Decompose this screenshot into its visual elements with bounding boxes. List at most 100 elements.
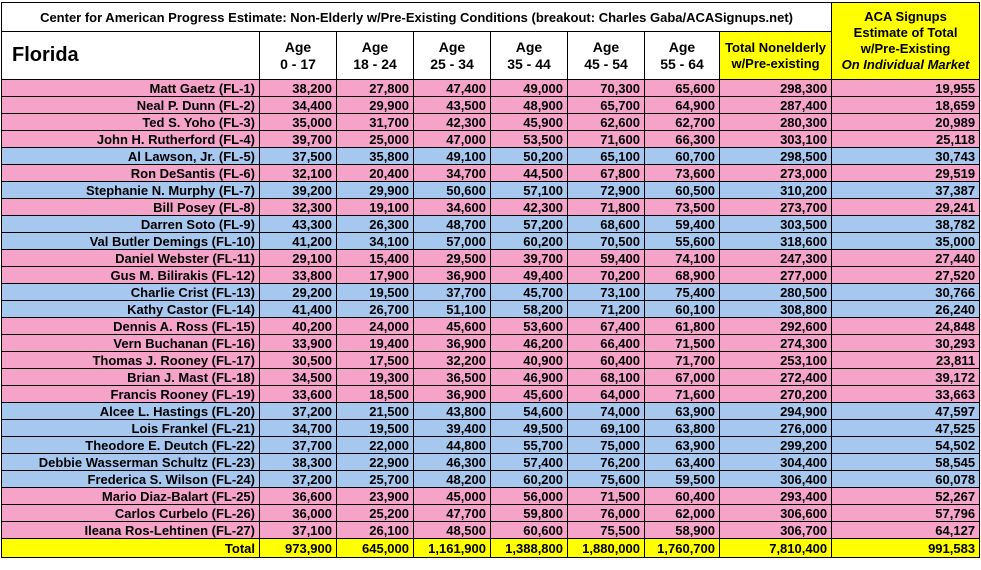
district-row: Debbie Wasserman Schultz (FL-23) 38,300 22… (1, 453, 981, 471)
cell-value: 19,400 (336, 334, 414, 352)
cell-value: 37,387 (831, 181, 981, 199)
district-name: Val Butler Demings (FL-10) (1, 232, 260, 250)
cell-value: 41,400 (259, 300, 337, 318)
cell-value: 36,600 (259, 487, 337, 505)
district-row: Vern Buchanan (FL-16) 33,900 19,400 36,900 4… (1, 334, 981, 352)
cell-value: 29,500 (413, 249, 491, 267)
cell-value: 43,300 (259, 215, 337, 233)
cell-value: 36,900 (413, 266, 491, 284)
cell-value: 39,200 (259, 181, 337, 199)
column-header: Total Nonelderly w/Pre-existing (718, 31, 833, 80)
cell-value: 30,500 (259, 351, 337, 369)
cell-value: 280,500 (718, 283, 833, 301)
cell-value: 31,700 (336, 113, 414, 131)
cell-value: 306,400 (718, 470, 833, 488)
district-name: John H. Rutherford (FL-4) (1, 130, 260, 148)
cell-value: 44,800 (413, 436, 491, 454)
district-row: Kathy Castor (FL-14) 41,400 26,700 51,100 58… (1, 300, 981, 318)
cell-value: 67,000 (644, 368, 720, 386)
cell-value: 19,955 (831, 79, 981, 97)
cell-value: 48,500 (413, 521, 491, 539)
district-name: Matt Gaetz (FL-1) (1, 79, 260, 97)
cell-value: 26,100 (336, 521, 414, 539)
cell-value: 19,500 (336, 283, 414, 301)
total-value: 1,880,000 (567, 538, 645, 558)
cell-value: 62,600 (567, 113, 645, 131)
district-row: Al Lawson, Jr. (FL-5) 37,500 35,800 49,100 5… (1, 147, 981, 165)
cell-value: 39,172 (831, 368, 981, 386)
cell-value: 69,100 (567, 419, 645, 437)
cell-value: 32,100 (259, 164, 337, 182)
cell-value: 247,300 (718, 249, 833, 267)
district-name: Darren Soto (FL-9) (1, 215, 260, 233)
cell-value: 46,300 (413, 453, 491, 471)
cell-value: 306,700 (718, 521, 833, 539)
district-row: Bill Posey (FL-8) 32,300 19,100 34,600 42,30… (1, 198, 981, 216)
district-name: Dennis A. Ross (FL-15) (1, 317, 260, 335)
district-row: Mario Diaz-Balart (FL-25) 36,600 23,900 45,… (1, 487, 981, 505)
cell-value: 26,300 (336, 215, 414, 233)
cell-value: 298,300 (718, 79, 833, 97)
cell-value: 37,200 (259, 470, 337, 488)
cell-value: 18,500 (336, 385, 414, 403)
cell-value: 74,000 (567, 402, 645, 420)
cell-value: 32,200 (413, 351, 491, 369)
district-row: Neal P. Dunn (FL-2) 34,400 29,900 43,500 48,… (1, 96, 981, 114)
cell-value: 292,600 (718, 317, 833, 335)
cell-value: 53,600 (490, 317, 568, 335)
cell-value: 60,100 (644, 300, 720, 318)
cell-value: 61,800 (644, 317, 720, 335)
district-name: Neal P. Dunn (FL-2) (1, 96, 260, 114)
cell-value: 74,100 (644, 249, 720, 267)
district-name: Ron DeSantis (FL-6) (1, 164, 260, 182)
cell-value: 67,800 (567, 164, 645, 182)
cell-value: 40,900 (490, 351, 568, 369)
district-row: Frederica S. Wilson (FL-24) 37,200 25,700 4… (1, 470, 981, 488)
cell-value: 24,848 (831, 317, 981, 335)
cell-value: 38,200 (259, 79, 337, 97)
column-header: Age 18 - 24 (336, 31, 414, 80)
cell-value: 294,900 (718, 402, 833, 420)
cell-value: 68,900 (644, 266, 720, 284)
cell-value: 71,200 (567, 300, 645, 318)
district-row: Carlos Curbelo (FL-26) 36,000 25,200 47,700… (1, 504, 981, 522)
cell-value: 47,000 (413, 130, 491, 148)
cell-value: 30,766 (831, 283, 981, 301)
district-row: Charlie Crist (FL-13) 29,200 19,500 37,700 4… (1, 283, 981, 301)
cell-value: 29,900 (336, 181, 414, 199)
cell-value: 76,000 (567, 504, 645, 522)
estimate-table: Center for American Progress Estimate: N… (0, 2, 981, 558)
cell-value: 55,600 (644, 232, 720, 250)
cell-value: 34,400 (259, 96, 337, 114)
cell-value: 62,700 (644, 113, 720, 131)
cell-value: 60,200 (490, 470, 568, 488)
column-header: Age 45 - 54 (567, 31, 645, 80)
district-name: Debbie Wasserman Schultz (FL-23) (1, 453, 260, 471)
column-header: Age 55 - 64 (644, 31, 720, 80)
cell-value: 71,700 (644, 351, 720, 369)
cell-value: 303,100 (718, 130, 833, 148)
district-name: Alcee L. Hastings (FL-20) (1, 402, 260, 420)
cell-value: 71,600 (644, 385, 720, 403)
column-header: Age 0 - 17 (259, 31, 337, 80)
cell-value: 42,300 (413, 113, 491, 131)
cell-value: 273,700 (718, 198, 833, 216)
cell-value: 34,700 (413, 164, 491, 182)
district-name: Stephanie N. Murphy (FL-7) (1, 181, 260, 199)
cell-value: 27,440 (831, 249, 981, 267)
cell-value: 63,900 (644, 402, 720, 420)
district-name: Daniel Webster (FL-11) (1, 249, 260, 267)
cell-value: 276,000 (718, 419, 833, 437)
cell-value: 60,400 (644, 487, 720, 505)
cell-value: 59,500 (644, 470, 720, 488)
cell-value: 70,500 (567, 232, 645, 250)
cell-value: 39,700 (490, 249, 568, 267)
district-name: Theodore E. Deutch (FL-22) (1, 436, 260, 454)
cell-value: 20,400 (336, 164, 414, 182)
cell-value: 29,519 (831, 164, 981, 182)
cell-value: 63,400 (644, 453, 720, 471)
cell-value: 29,241 (831, 198, 981, 216)
cell-value: 34,600 (413, 198, 491, 216)
cell-value: 35,000 (831, 232, 981, 250)
total-label: Total (1, 538, 260, 558)
